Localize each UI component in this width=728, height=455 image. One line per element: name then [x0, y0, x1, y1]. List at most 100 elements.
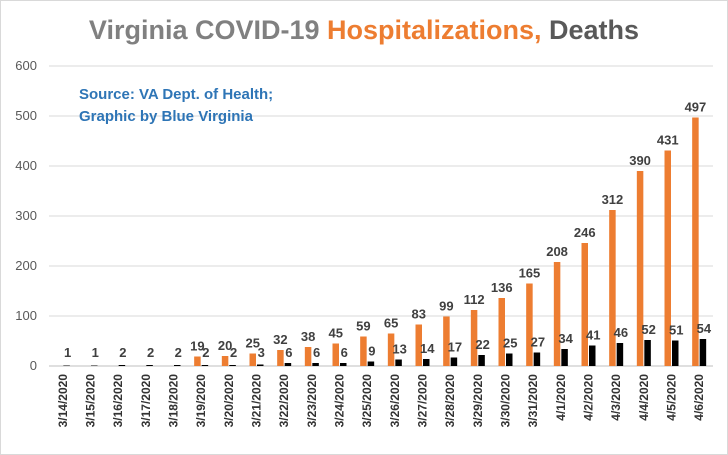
x-tick-label: 3/22/2020 [277, 374, 291, 428]
bar-hospitalizations [194, 356, 201, 366]
x-tick-label: 3/31/2020 [526, 374, 540, 428]
bar-deaths [672, 340, 679, 366]
data-label-deaths: 25 [503, 336, 517, 351]
bar-hospitalizations [664, 150, 671, 366]
bar-hospitalizations [526, 283, 533, 366]
bar-deaths [91, 365, 98, 366]
data-label-deaths: 51 [669, 323, 683, 338]
bar-hospitalizations [387, 333, 395, 366]
x-tick-label: 4/6/2020 [692, 374, 706, 421]
bar-hospitalizations [498, 298, 505, 366]
data-label-deaths: 6 [313, 345, 320, 360]
x-tick-label: 3/16/2020 [111, 374, 125, 428]
y-tick-label: 300 [15, 208, 37, 223]
data-label-hospitalizations: 25 [246, 336, 260, 351]
x-tick-label: 3/26/2020 [388, 374, 402, 428]
data-label-hospitalizations: 246 [574, 225, 596, 240]
source-line-0: Source: VA Dept. of Health; [79, 86, 273, 103]
bar-hospitalizations [304, 347, 312, 366]
x-tick-label: 3/25/2020 [360, 374, 374, 428]
bar-deaths [312, 363, 319, 366]
data-label-deaths: 14 [420, 341, 435, 356]
data-label-deaths: 52 [641, 322, 655, 337]
bar-hospitalizations [692, 117, 699, 366]
x-tick-label: 3/24/2020 [333, 374, 347, 428]
bar-hospitalizations [221, 356, 229, 366]
bar-deaths [533, 352, 541, 366]
data-label-deaths: 1 [92, 345, 99, 360]
bar-deaths [644, 340, 651, 366]
data-label-deaths: 2 [175, 345, 182, 360]
title-part-1: Hospitalizations, [327, 15, 549, 45]
bar-deaths [423, 359, 430, 366]
data-label-hospitalizations: 497 [685, 100, 707, 115]
bar-deaths [506, 353, 513, 366]
bar-hospitalizations [360, 336, 367, 366]
y-tick-label: 400 [15, 158, 37, 173]
y-tick-label: 200 [15, 258, 37, 273]
x-tick-label: 3/27/2020 [416, 374, 430, 428]
data-label-hospitalizations: 99 [439, 299, 453, 314]
data-label-deaths: 2 [147, 345, 154, 360]
data-label-hospitalizations: 112 [464, 292, 485, 307]
bar-deaths [367, 361, 375, 366]
data-label-hospitalizations: 19 [190, 339, 204, 354]
data-label-hospitalizations: 32 [273, 332, 287, 347]
y-tick-label: 500 [15, 108, 37, 123]
x-tick-label: 4/4/2020 [637, 374, 651, 421]
y-tick-label: 600 [15, 58, 37, 73]
data-label-hospitalizations: 59 [356, 319, 370, 334]
data-label-hospitalizations: 165 [519, 266, 541, 281]
data-label-hospitalizations: 38 [301, 329, 315, 344]
bar-deaths [63, 365, 70, 366]
bar-hospitalizations [609, 210, 616, 366]
y-tick-label: 100 [15, 308, 37, 323]
x-tick-label: 3/21/2020 [250, 374, 264, 428]
data-label-deaths: 6 [341, 345, 348, 360]
x-tick-label: 3/17/2020 [139, 374, 153, 428]
data-label-hospitalizations: 65 [384, 316, 398, 331]
data-label-deaths: 2 [230, 345, 237, 360]
x-tick-label: 3/28/2020 [443, 374, 457, 428]
data-label-hospitalizations: 136 [491, 280, 513, 295]
x-axis-ticks: 3/14/2020 3/15/2020 3/16/2020 3/17/2020 3/18… [56, 374, 706, 428]
source-note: Source: VA Dept. of Health; Graphic by Bl… [79, 86, 273, 125]
bar-deaths [561, 349, 568, 366]
data-label-hospitalizations: 83 [412, 307, 426, 322]
bar-deaths [257, 364, 264, 366]
data-label-deaths: 41 [586, 328, 600, 343]
data-labels: 1 1 2 2 2 192 20225332638645659965138314991711… [64, 100, 712, 361]
x-tick-label: 3/29/2020 [471, 374, 485, 428]
chart-title: Virginia COVID-19 Hospitalizations, Deat… [89, 15, 639, 45]
data-label-deaths: 2 [119, 345, 126, 360]
bar-deaths [340, 363, 347, 366]
x-tick-label: 3/14/2020 [56, 374, 70, 428]
bar-hospitalizations [415, 324, 422, 366]
bar-hospitalizations [553, 262, 561, 366]
x-tick-label: 4/5/2020 [665, 374, 679, 421]
x-tick-label: 3/30/2020 [499, 374, 513, 428]
x-tick-label: 3/23/2020 [305, 374, 319, 428]
title-part-2: Deaths [549, 15, 639, 45]
data-label-deaths: 22 [475, 337, 489, 352]
bar-deaths [395, 359, 402, 366]
x-tick-label: 4/1/2020 [554, 374, 568, 421]
x-tick-label: 4/3/2020 [609, 374, 623, 421]
gridlines [49, 65, 713, 367]
y-axis-ticks: 0 100 200 300 400 500 600 [15, 58, 37, 373]
x-tick-label: 3/19/2020 [194, 374, 208, 428]
bar-deaths [118, 365, 126, 366]
data-label-deaths: 6 [285, 345, 292, 360]
data-label-hospitalizations: 312 [602, 192, 624, 207]
data-label-deaths: 17 [448, 340, 462, 355]
data-label-deaths: 9 [368, 344, 375, 359]
bar-deaths [229, 365, 236, 366]
bar-deaths [146, 365, 153, 366]
x-tick-label: 3/15/2020 [84, 374, 98, 428]
source-line-1: Graphic by Blue Virginia [79, 108, 254, 125]
data-label-hospitalizations: 45 [329, 326, 343, 341]
bar-deaths [478, 355, 485, 366]
bar-deaths [201, 365, 209, 366]
bar-hospitalizations [470, 310, 478, 366]
